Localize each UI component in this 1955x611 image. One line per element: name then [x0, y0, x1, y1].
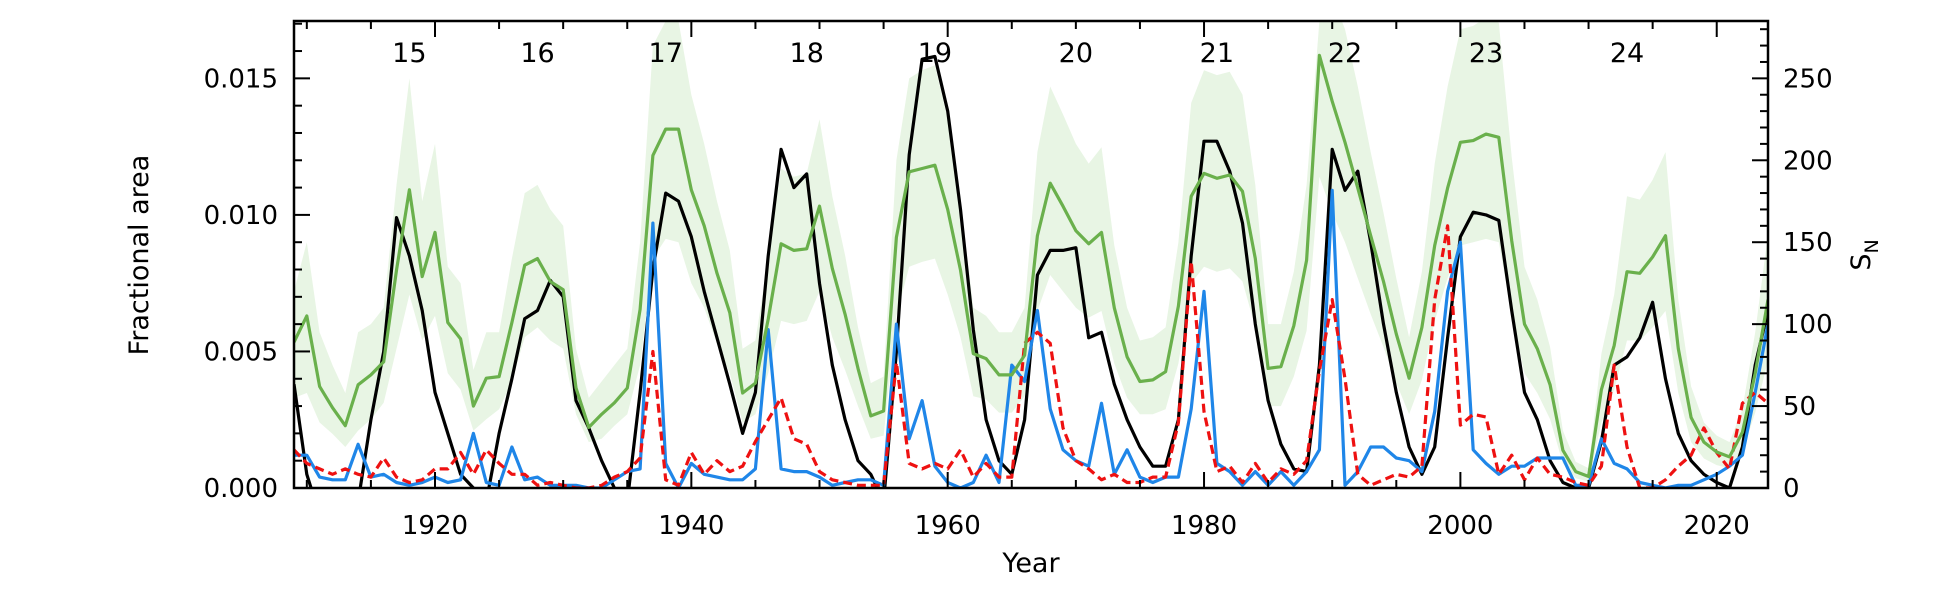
cycle-label: 21 — [1200, 38, 1234, 69]
left-y-tick-label: 0.010 — [204, 201, 278, 231]
right-y-tick-label: 100 — [1783, 310, 1833, 340]
cycle-label: 15 — [392, 38, 426, 69]
cycle-label: 16 — [520, 38, 554, 69]
cycle-label: 23 — [1469, 38, 1503, 69]
x-tick-label: 1940 — [658, 511, 724, 541]
x-tick-label: 1980 — [1171, 511, 1237, 541]
uncertainty-band-layer — [294, 21, 1768, 482]
left-y-tick-label: 0.005 — [204, 337, 278, 367]
x-axis-title: Year — [1001, 548, 1060, 579]
x-tick-label: 1920 — [402, 511, 468, 541]
cycle-label: 24 — [1610, 38, 1644, 69]
series-3-line — [294, 53, 1768, 479]
right-y-tick-label: 200 — [1783, 146, 1833, 176]
series-3-band — [294, 21, 1768, 482]
series-1-line — [294, 188, 1768, 488]
right-y-axis-title-subscript: N — [1861, 239, 1883, 253]
right-y-axis-title: SN — [1846, 239, 1883, 270]
plot-frame — [292, 19, 1770, 490]
left-y-tick-label: 0.015 — [204, 64, 278, 94]
right-y-tick-label: 150 — [1783, 228, 1833, 258]
x-tick-label: 2000 — [1427, 511, 1493, 541]
svg-text:SN: SN — [1846, 239, 1883, 270]
axis-layer: 1920 1940 1960 1980 2000 20200.0000.0050.0100… — [204, 21, 1833, 541]
cycle-label: 17 — [649, 38, 683, 69]
cycle-label: 22 — [1328, 38, 1362, 69]
series-layer — [294, 53, 1768, 488]
cycle-label: 18 — [790, 38, 824, 69]
left-y-axis-title: Fractional area — [124, 155, 155, 356]
right-y-axis-title-main: S — [1846, 254, 1877, 271]
right-y-tick-label: 0 — [1783, 474, 1800, 504]
left-y-tick-label: 0.000 — [204, 474, 278, 504]
right-y-tick-label: 50 — [1783, 392, 1816, 422]
right-y-tick-label: 250 — [1783, 64, 1833, 94]
x-tick-label: 2020 — [1684, 511, 1750, 541]
series-2-line — [294, 224, 1768, 488]
cycle-label: 19 — [918, 38, 952, 69]
cycle-label: 20 — [1059, 38, 1093, 69]
x-tick-label: 1960 — [915, 511, 981, 541]
